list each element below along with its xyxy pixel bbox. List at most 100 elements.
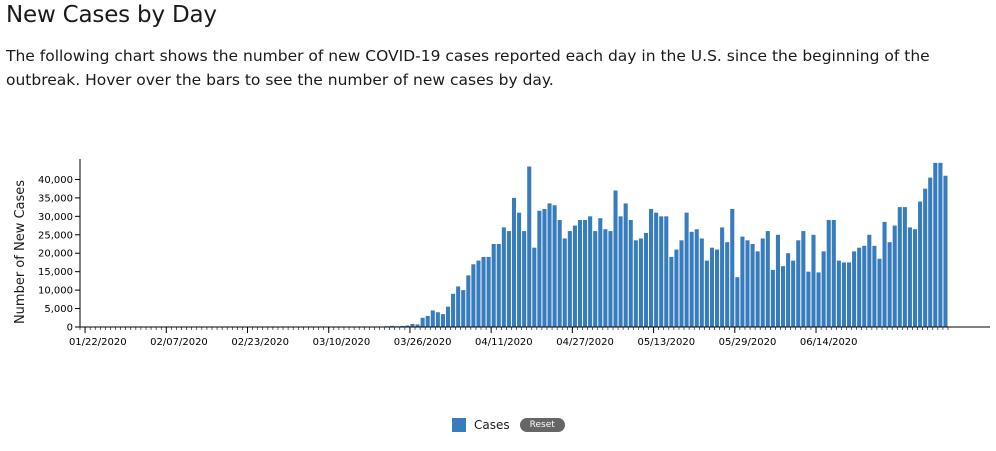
bar[interactable] [659, 216, 664, 327]
bar[interactable] [867, 234, 872, 327]
bar[interactable] [481, 256, 486, 327]
bar[interactable] [775, 234, 780, 327]
bar[interactable] [593, 231, 598, 327]
bar[interactable] [943, 175, 948, 327]
bar[interactable] [918, 201, 923, 327]
bar[interactable] [801, 231, 806, 327]
bar[interactable] [740, 236, 745, 327]
bar[interactable] [786, 253, 791, 327]
bar[interactable] [669, 256, 674, 327]
bar[interactable] [689, 231, 694, 327]
bar[interactable] [557, 220, 562, 327]
bar[interactable] [765, 231, 770, 327]
bar[interactable] [430, 310, 435, 327]
bar[interactable] [852, 251, 857, 327]
bar[interactable] [887, 242, 892, 327]
bar[interactable] [796, 240, 801, 327]
bar[interactable] [496, 244, 501, 327]
bar[interactable] [588, 216, 593, 327]
bar[interactable] [811, 234, 816, 327]
bar[interactable] [451, 293, 456, 327]
bar[interactable] [928, 177, 933, 327]
bar[interactable] [608, 231, 613, 327]
bar[interactable] [471, 264, 476, 327]
bar[interactable] [547, 203, 552, 327]
bar[interactable] [806, 271, 811, 327]
bar[interactable] [445, 306, 451, 327]
bar[interactable] [572, 225, 577, 327]
legend-label-cases[interactable]: Cases [474, 418, 510, 432]
bar[interactable] [613, 190, 618, 327]
bar[interactable] [720, 227, 725, 327]
bar[interactable] [567, 231, 572, 327]
legend-swatch[interactable] [452, 418, 466, 432]
bar[interactable] [770, 269, 775, 327]
bar[interactable] [654, 212, 659, 327]
bar[interactable] [522, 231, 527, 327]
bar[interactable] [583, 220, 588, 327]
bar[interactable] [841, 262, 846, 327]
bar[interactable] [456, 286, 461, 327]
bar[interactable] [846, 262, 852, 327]
bar[interactable] [912, 229, 918, 327]
bar[interactable] [877, 258, 882, 327]
bar[interactable] [831, 220, 836, 327]
bar[interactable] [674, 249, 679, 327]
bar[interactable] [623, 203, 628, 327]
bar[interactable] [486, 256, 491, 327]
bar[interactable] [923, 188, 928, 327]
bar[interactable] [821, 251, 826, 327]
bar[interactable] [679, 240, 684, 327]
bar[interactable] [725, 242, 730, 327]
bar[interactable] [760, 238, 765, 327]
reset-button[interactable]: Reset [519, 418, 565, 432]
bar[interactable] [542, 208, 547, 327]
bar[interactable] [466, 275, 471, 327]
bar[interactable] [643, 232, 649, 327]
bar[interactable] [435, 312, 440, 327]
bar[interactable] [628, 220, 633, 327]
bar[interactable] [577, 220, 583, 327]
bar[interactable] [633, 240, 638, 327]
bar[interactable] [506, 231, 511, 327]
bar[interactable] [527, 166, 532, 327]
bar[interactable] [511, 197, 517, 327]
bar[interactable] [562, 238, 567, 327]
bar[interactable] [501, 227, 506, 327]
bar[interactable] [400, 325, 405, 327]
bar[interactable] [730, 208, 735, 327]
bar[interactable] [537, 210, 542, 327]
bar[interactable] [618, 216, 623, 327]
bar[interactable] [907, 227, 912, 327]
bar[interactable] [857, 247, 862, 327]
bar[interactable] [715, 249, 720, 327]
bar[interactable] [461, 290, 466, 327]
bar[interactable] [816, 272, 821, 327]
bar[interactable] [709, 247, 715, 327]
bar[interactable] [390, 325, 395, 327]
bar[interactable] [694, 229, 699, 327]
bar[interactable] [684, 212, 689, 327]
bar[interactable] [836, 260, 841, 327]
bar[interactable] [938, 162, 943, 327]
bar[interactable] [735, 277, 740, 327]
bar[interactable] [902, 207, 907, 327]
bar[interactable] [745, 240, 750, 327]
bar[interactable] [780, 266, 786, 327]
bar[interactable] [704, 260, 709, 327]
bar[interactable] [892, 225, 897, 327]
bar[interactable] [476, 260, 481, 327]
bar[interactable] [755, 251, 760, 327]
bar[interactable] [649, 208, 654, 327]
bar[interactable] [699, 238, 704, 327]
bar[interactable] [826, 220, 831, 327]
bar[interactable] [933, 162, 938, 327]
bar[interactable] [862, 245, 867, 327]
bar[interactable] [897, 207, 902, 327]
bar[interactable] [603, 229, 608, 327]
bar[interactable] [664, 216, 669, 327]
bar[interactable] [420, 317, 425, 327]
bar[interactable] [415, 324, 420, 327]
bar[interactable] [440, 314, 445, 327]
bar[interactable] [425, 315, 430, 327]
